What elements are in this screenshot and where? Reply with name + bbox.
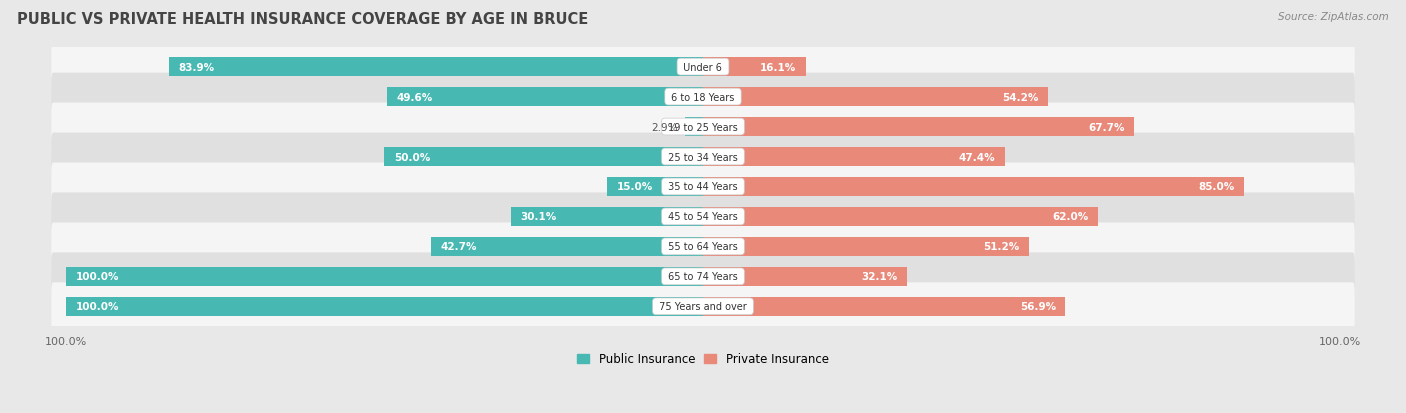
Bar [384, 148, 703, 166]
Text: 65 to 74 Years: 65 to 74 Years [665, 272, 741, 282]
Text: PUBLIC VS PRIVATE HEALTH INSURANCE COVERAGE BY AGE IN BRUCE: PUBLIC VS PRIVATE HEALTH INSURANCE COVER… [17, 12, 588, 27]
Bar [703, 88, 1049, 107]
Bar [387, 88, 703, 107]
FancyBboxPatch shape [51, 223, 1355, 271]
Bar [512, 208, 703, 226]
Text: 30.1%: 30.1% [520, 212, 557, 222]
Text: 54.2%: 54.2% [1002, 93, 1039, 102]
Text: 6 to 18 Years: 6 to 18 Years [668, 93, 738, 102]
Bar [703, 148, 1005, 166]
Text: 42.7%: 42.7% [440, 242, 477, 252]
Bar [685, 118, 703, 136]
FancyBboxPatch shape [51, 103, 1355, 151]
Text: 50.0%: 50.0% [394, 152, 430, 162]
Text: 62.0%: 62.0% [1052, 212, 1088, 222]
Text: 55 to 64 Years: 55 to 64 Years [665, 242, 741, 252]
Bar [703, 268, 907, 286]
Text: 51.2%: 51.2% [983, 242, 1019, 252]
Text: 19 to 25 Years: 19 to 25 Years [665, 122, 741, 132]
Bar [169, 58, 703, 77]
Text: Source: ZipAtlas.com: Source: ZipAtlas.com [1278, 12, 1389, 22]
Bar [66, 297, 703, 316]
Bar [66, 268, 703, 286]
FancyBboxPatch shape [51, 282, 1355, 330]
Legend: Public Insurance, Private Insurance: Public Insurance, Private Insurance [572, 348, 834, 370]
Bar [703, 58, 806, 77]
Text: 47.4%: 47.4% [959, 152, 995, 162]
Text: Under 6: Under 6 [681, 62, 725, 72]
Bar [703, 178, 1244, 196]
Text: 15.0%: 15.0% [617, 182, 654, 192]
FancyBboxPatch shape [51, 163, 1355, 211]
FancyBboxPatch shape [51, 253, 1355, 301]
Text: 100.0%: 100.0% [76, 272, 120, 282]
Bar [703, 237, 1029, 256]
FancyBboxPatch shape [51, 133, 1355, 181]
FancyBboxPatch shape [51, 43, 1355, 91]
Text: 35 to 44 Years: 35 to 44 Years [665, 182, 741, 192]
Text: 25 to 34 Years: 25 to 34 Years [665, 152, 741, 162]
Text: 2.9%: 2.9% [651, 122, 678, 132]
Bar [432, 237, 703, 256]
Text: 67.7%: 67.7% [1088, 122, 1125, 132]
Bar [703, 297, 1066, 316]
Text: 49.6%: 49.6% [396, 93, 433, 102]
Text: 32.1%: 32.1% [862, 272, 898, 282]
Text: 45 to 54 Years: 45 to 54 Years [665, 212, 741, 222]
Text: 16.1%: 16.1% [759, 62, 796, 72]
Bar [607, 178, 703, 196]
Text: 100.0%: 100.0% [76, 301, 120, 311]
FancyBboxPatch shape [51, 193, 1355, 241]
Text: 56.9%: 56.9% [1019, 301, 1056, 311]
Text: 75 Years and over: 75 Years and over [657, 301, 749, 311]
FancyBboxPatch shape [51, 74, 1355, 121]
Text: 85.0%: 85.0% [1199, 182, 1234, 192]
Text: 83.9%: 83.9% [179, 62, 214, 72]
Bar [703, 208, 1098, 226]
Bar [703, 118, 1135, 136]
